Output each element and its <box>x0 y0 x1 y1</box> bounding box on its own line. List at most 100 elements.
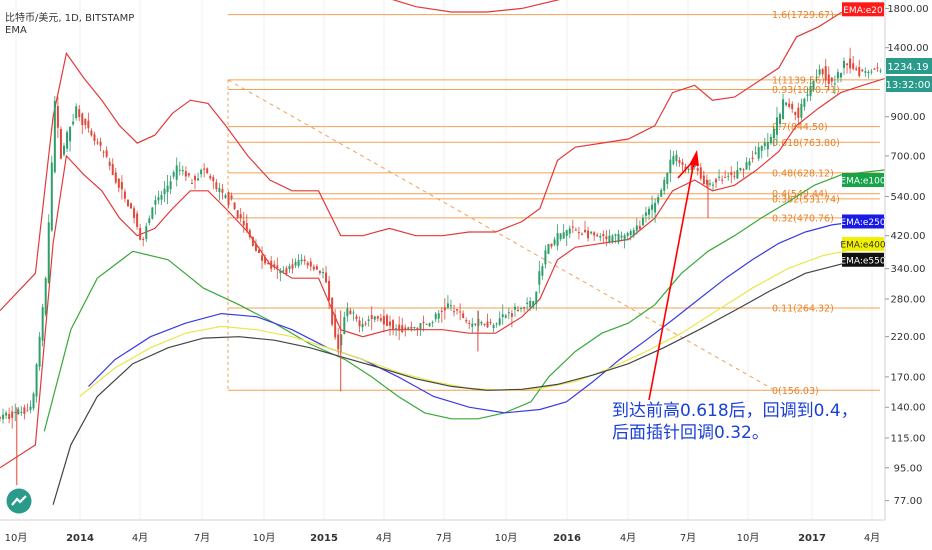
candle-body <box>449 305 452 307</box>
price-axis[interactable]: 77.00 95.00 115.00 140.00 170.00 220.00 280.00… <box>885 4 929 507</box>
candle-body <box>230 195 233 199</box>
x-tick-label: 10月 <box>737 532 760 544</box>
candle-body <box>550 243 553 247</box>
candle-body <box>876 67 879 69</box>
candle-body <box>56 106 59 128</box>
candle-body <box>468 322 471 324</box>
candle-body <box>194 176 197 181</box>
candle-body <box>398 324 401 331</box>
candle-body <box>38 336 41 367</box>
candle-body <box>617 233 620 243</box>
candle-body <box>123 191 126 199</box>
candle-body <box>471 323 474 327</box>
candle-body <box>96 142 99 144</box>
candle-body <box>257 250 260 253</box>
last-price-tag: 1234.19 <box>887 62 928 73</box>
candle-body <box>785 102 788 105</box>
candle-body <box>602 234 605 237</box>
candle-body <box>437 313 440 319</box>
candle-body <box>44 278 47 315</box>
candle-body <box>108 161 111 166</box>
candle-body <box>873 68 876 70</box>
fib-level-label: 0.48(628.12) <box>772 168 834 179</box>
y-tick-label: 140.00 <box>891 403 926 414</box>
candle-body <box>346 308 349 317</box>
symbol-title[interactable]: 比特币/美元, 1D, BITSTAMP <box>5 13 135 24</box>
candle-body <box>462 313 465 319</box>
ema-line <box>391 0 561 13</box>
candle-body <box>279 270 282 274</box>
indicator-name[interactable]: EMA <box>5 25 27 36</box>
candle-body <box>172 172 175 177</box>
candle-body <box>821 69 824 75</box>
x-tick-label: 4月 <box>376 532 392 544</box>
candle-body <box>736 170 739 179</box>
tradingview-logo-icon[interactable] <box>6 488 32 514</box>
candle-body <box>504 315 507 318</box>
last-price-tag-bg <box>886 58 932 74</box>
arrow-shaft <box>648 161 695 401</box>
ema-label-bg <box>842 2 884 17</box>
ema-label-bg <box>842 172 884 187</box>
price-candles <box>0 47 882 486</box>
trend-diagonal-dashed <box>227 79 776 391</box>
candle-body <box>480 322 483 324</box>
candle-body <box>264 257 267 264</box>
candle-body <box>626 233 629 236</box>
candle-body <box>428 323 431 327</box>
x-tick-label: 4月 <box>132 532 148 544</box>
candle-body <box>663 179 666 191</box>
candle-body <box>635 225 638 231</box>
ema-line <box>88 217 886 414</box>
time-axis[interactable]: 10月 2014 4月 7月 10月 2015 4月 7月 10月 2016 4月 7月 10月 2017… <box>5 532 881 544</box>
x-tick-label: 2014 <box>66 533 94 544</box>
candle-body <box>456 309 459 311</box>
candle-body <box>203 168 206 170</box>
candle-body <box>206 168 209 174</box>
candle-body <box>489 322 492 324</box>
x-tick-label: 7月 <box>680 532 696 544</box>
candle-body <box>35 364 38 397</box>
candle-body <box>385 315 388 326</box>
candle-body <box>724 176 727 178</box>
candle-body <box>136 213 139 227</box>
y-tick-label: 540.00 <box>891 192 926 203</box>
candle-body <box>248 230 251 238</box>
candle-body <box>852 63 855 69</box>
candle-body <box>699 167 702 179</box>
fib-level-label: 0.11(264.32) <box>772 304 834 315</box>
candle-body <box>227 192 230 206</box>
candle-body <box>590 231 593 234</box>
candle-body <box>434 313 437 320</box>
candle-body <box>651 204 654 210</box>
candle-body <box>379 318 382 321</box>
candle-body <box>657 197 660 203</box>
ema-line <box>0 3 886 312</box>
candle-body <box>254 243 257 251</box>
candle-body <box>382 316 385 325</box>
candle-body <box>261 255 264 261</box>
candle-body <box>142 238 145 240</box>
trend-lines <box>227 79 776 391</box>
candle-body <box>501 314 504 317</box>
candle-body <box>273 264 276 268</box>
candle-body <box>459 311 462 313</box>
candle-body <box>288 266 291 270</box>
candle-body <box>395 328 398 330</box>
candle-body <box>593 232 596 236</box>
candle-body <box>596 234 599 237</box>
candle-body <box>760 145 763 151</box>
candle-body <box>568 228 571 234</box>
candle-body <box>520 307 523 309</box>
candle-body <box>818 69 821 75</box>
candle-body <box>827 74 830 84</box>
candle-body <box>29 406 32 410</box>
candle-body <box>294 261 297 266</box>
ema-label: EMA:e550 <box>840 256 885 266</box>
candle-body <box>41 307 44 341</box>
candle-body <box>154 200 157 205</box>
candle-body <box>276 265 279 269</box>
candle-body <box>523 307 526 309</box>
candle-body <box>47 222 50 283</box>
